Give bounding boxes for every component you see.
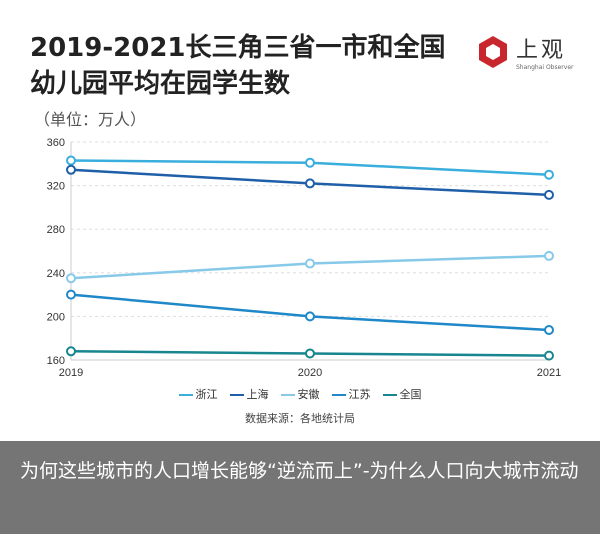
- caption-headline[interactable]: 为何这些城市的人口增长能够“逆流而上”-为什么人口向大城市流动: [20, 460, 579, 482]
- chart-title: 2019-2021长三角三省一市和全国幼儿园平均在园学生数: [30, 33, 446, 99]
- data-point: [66, 155, 76, 166]
- y-tick-label: 160: [47, 355, 65, 367]
- data-point: [305, 157, 315, 168]
- logo-subtext: Shanghai Observer: [516, 64, 574, 71]
- data-point: [66, 289, 76, 300]
- unit-label: （单位：万人）: [34, 110, 147, 129]
- data-point: [544, 169, 554, 180]
- data-point: [544, 350, 554, 361]
- data-source: 数据来源：各地统计局: [245, 412, 355, 425]
- logo-text: 上观: [516, 38, 567, 63]
- data-point: [305, 178, 315, 189]
- y-tick-label: 320: [47, 181, 65, 193]
- data-point: [66, 273, 76, 284]
- legend-swatch: [382, 394, 397, 396]
- legend-item: 浙江: [178, 388, 218, 402]
- data-point: [305, 348, 315, 359]
- legend-label: 上海: [246, 388, 269, 401]
- y-tick-label: 240: [47, 268, 65, 280]
- legend-label: 安徽: [297, 388, 320, 401]
- data-point: [305, 311, 315, 322]
- caption-overlay: [0, 441, 600, 534]
- legend-label: 全国: [399, 388, 422, 401]
- data-point: [66, 164, 76, 175]
- legend-item: 江苏: [331, 388, 371, 402]
- legend-swatch: [229, 394, 244, 396]
- legend-item: 安徽: [280, 388, 320, 402]
- data-point: [544, 325, 554, 336]
- shanghai-observer-logo: 上观 Shanghai Observer: [476, 32, 573, 71]
- legend-swatch: [331, 394, 346, 396]
- x-tick-label: 2021: [537, 367, 561, 379]
- legend-item: 上海: [229, 388, 269, 402]
- logo-hexagon-icon: [479, 35, 507, 68]
- legend-swatch: [178, 394, 193, 396]
- data-point: [66, 346, 76, 357]
- legend-label: 浙江: [195, 388, 218, 401]
- legend-item: 全国: [382, 388, 422, 402]
- x-tick-label: 2020: [298, 367, 322, 379]
- data-point: [544, 250, 554, 261]
- data-point: [305, 258, 315, 269]
- x-tick-label: 2019: [59, 367, 83, 379]
- data-point: [544, 189, 554, 200]
- y-tick-label: 200: [47, 311, 65, 323]
- legend-label: 江苏: [348, 388, 371, 401]
- y-tick-label: 280: [47, 224, 65, 236]
- legend: 浙江 上海 安徽 江苏 全国: [0, 388, 600, 402]
- y-tick-label: 360: [47, 137, 65, 149]
- legend-swatch: [280, 394, 295, 396]
